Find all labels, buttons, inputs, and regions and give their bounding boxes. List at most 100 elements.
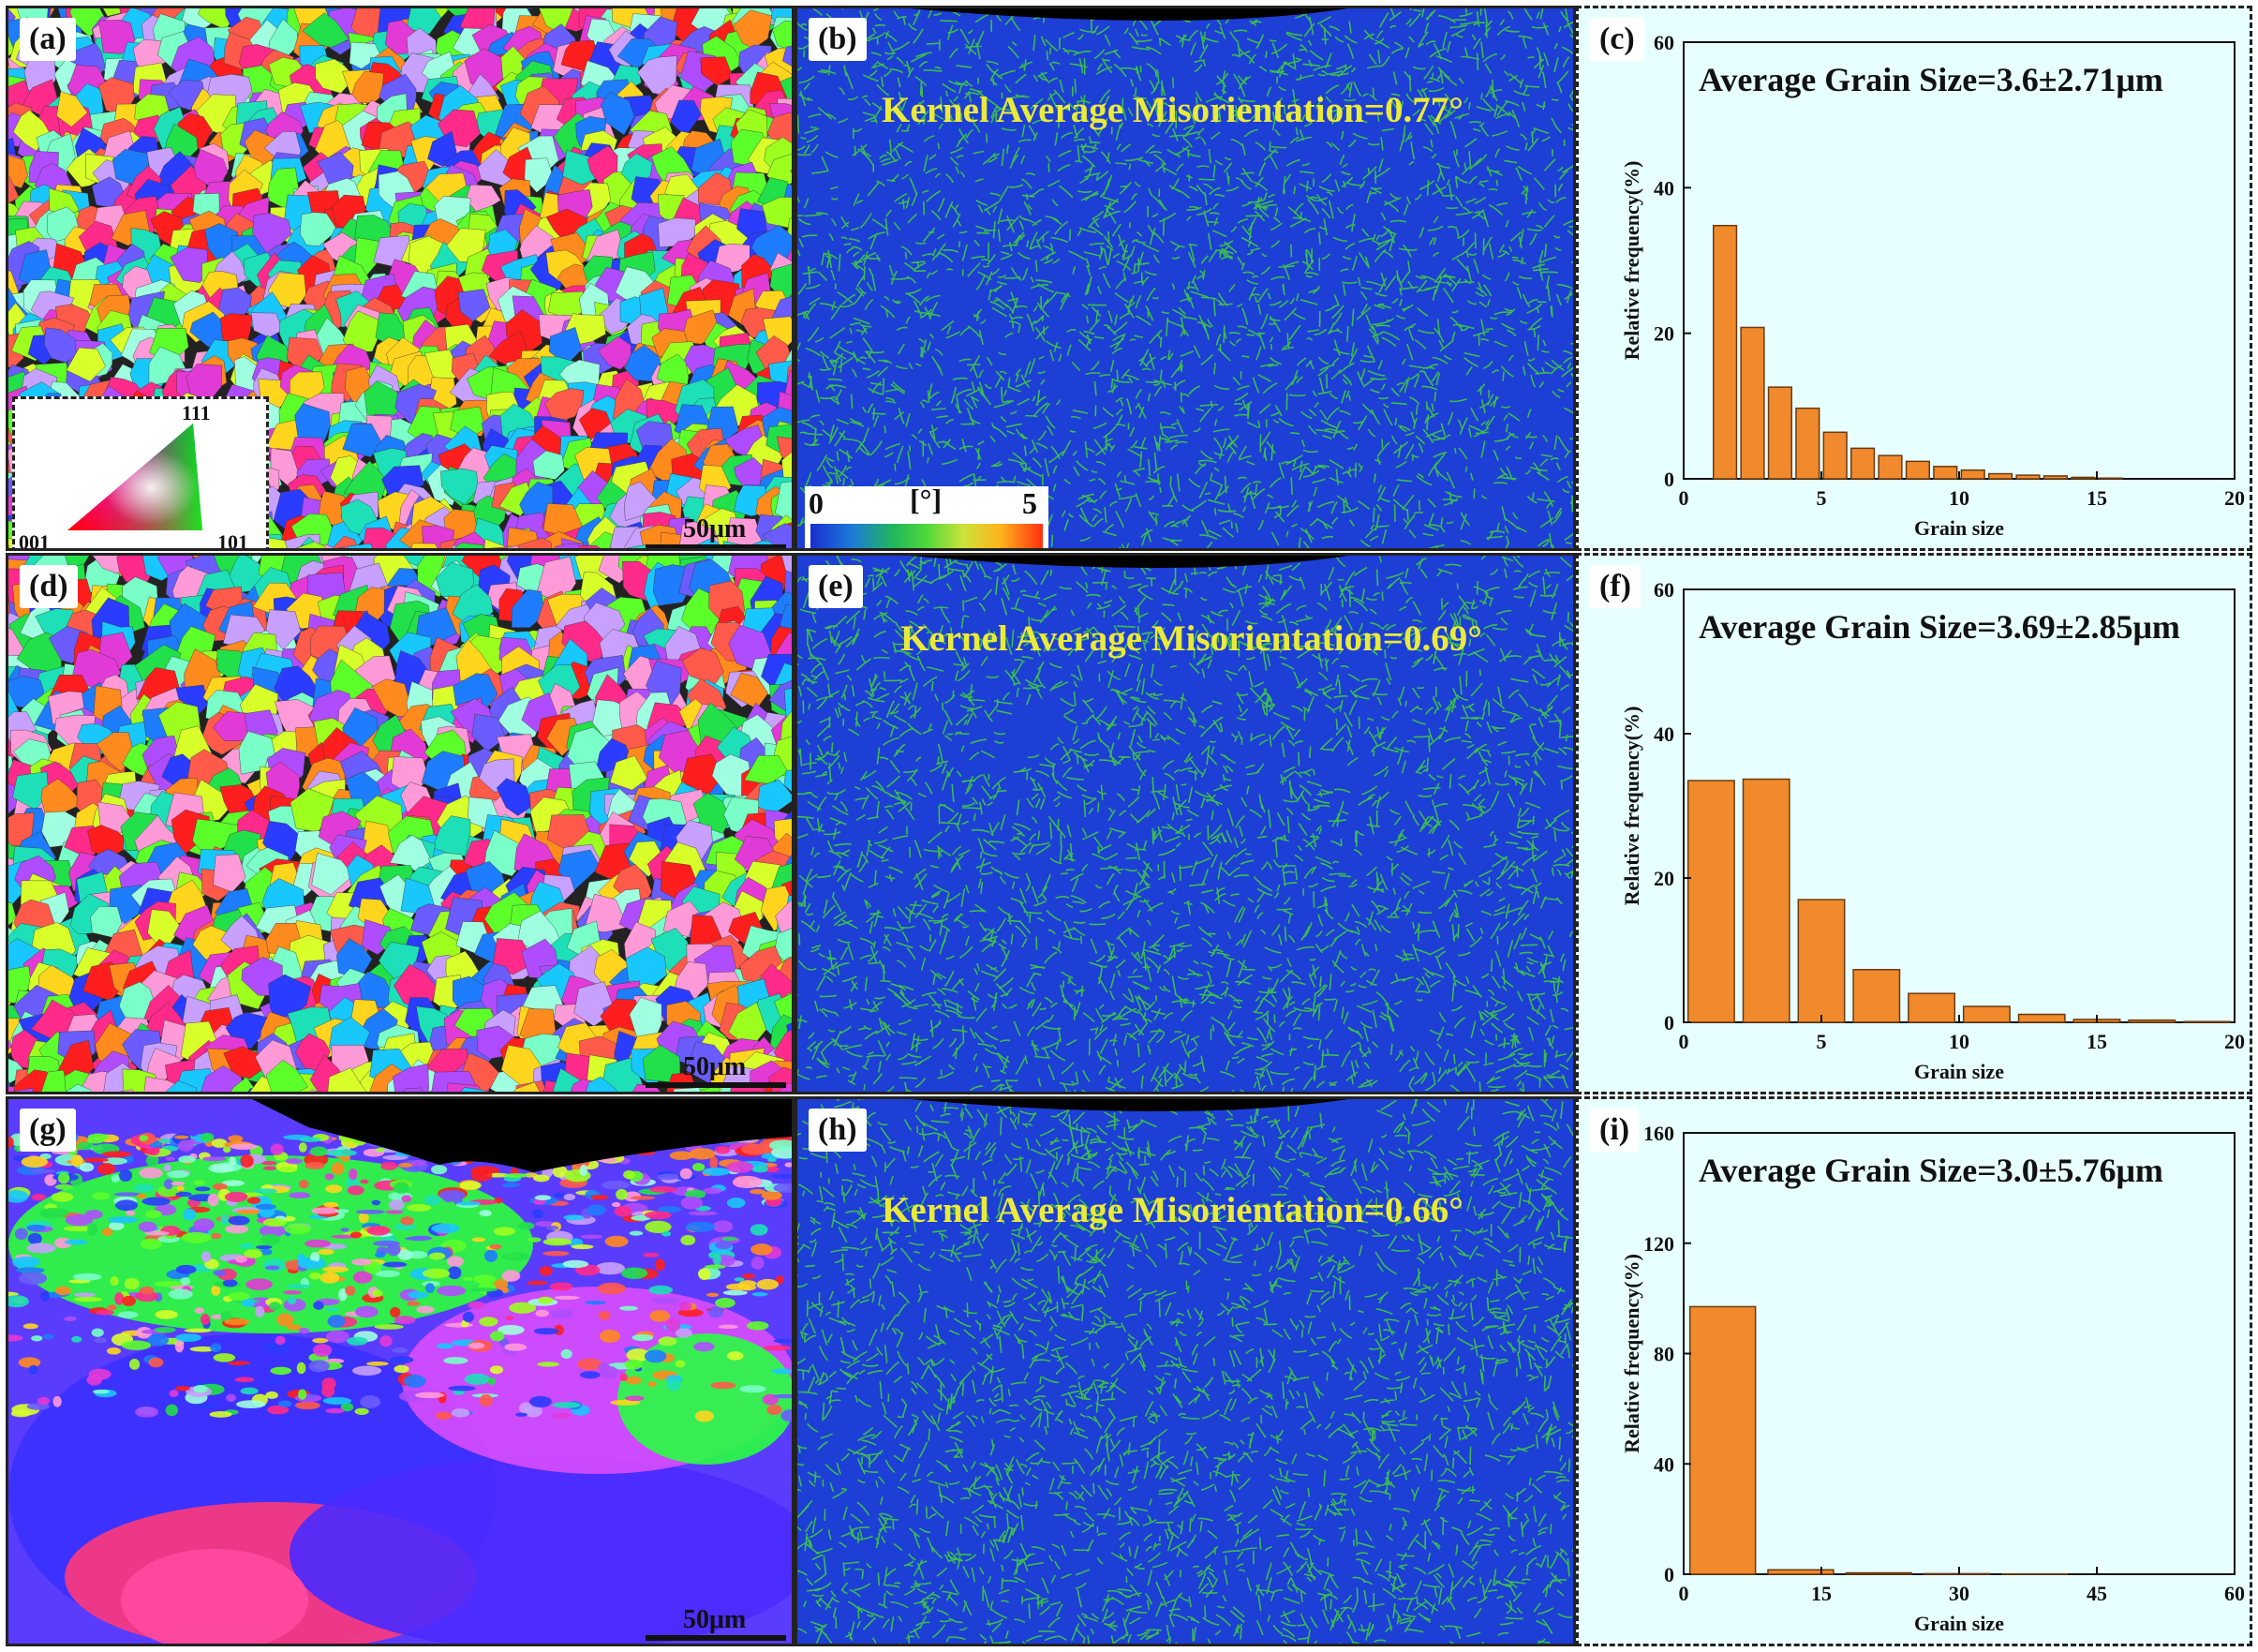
grain [337,546,345,548]
grain [118,1089,134,1092]
grain [709,1156,719,1169]
grain [267,1405,290,1415]
grain [73,1292,97,1298]
grain [712,1220,734,1233]
grain [468,1342,485,1349]
grain [267,1377,283,1386]
grain [302,12,349,48]
grain [342,310,382,352]
grain [56,91,88,127]
grain [500,1252,529,1261]
grain [26,1224,46,1231]
grain [224,1318,250,1326]
grain [616,1188,628,1200]
grain [560,1348,572,1360]
histogram-bar [1742,778,1790,1023]
grain [469,1287,498,1292]
grain [262,1166,277,1170]
grain [761,1190,782,1200]
grain [102,1157,127,1166]
plot-frame [1683,1132,2236,1575]
grain [453,542,484,548]
grain [124,1277,140,1290]
grain [211,1139,228,1148]
grain [722,1289,748,1296]
grain [285,1158,304,1165]
sample-edge [910,1099,1348,1111]
grain [145,1146,160,1156]
ipf-map-d [8,556,792,1092]
grain [650,1297,680,1304]
grain [8,1190,29,1203]
grain [189,1346,216,1352]
grain [721,1236,738,1242]
grain [117,1311,139,1318]
grain [414,1392,445,1399]
grain [246,1197,261,1204]
grain [79,1162,95,1172]
grain [113,1192,142,1197]
y-axis-label: Relative frequency(%) [1620,1254,1643,1453]
ipf-label-111: 111 [182,401,211,424]
grain [552,1402,581,1408]
histogram-bar [2128,1019,2176,1023]
grain [614,1205,632,1217]
grain [107,1304,117,1311]
y-tick-label: 80 [1654,1343,1674,1366]
grain [141,1197,171,1206]
grain [394,1316,416,1325]
scale-bar [646,544,786,548]
grain [789,169,792,173]
grain [684,1189,706,1199]
grain [563,1193,576,1201]
x-tick-label: 5 [1817,486,1827,510]
grain [144,1210,162,1219]
grain [734,1277,745,1282]
x-tick-label: 5 [1817,1030,1827,1053]
grain [244,1249,263,1258]
grain [619,1373,628,1382]
grain [108,1221,125,1230]
histogram-bar [1923,1572,1991,1575]
grain [347,1336,368,1346]
grain [360,1179,369,1184]
grain [40,1290,50,1302]
grain [762,197,792,229]
histogram-bar [1850,447,1876,480]
grain [513,1081,541,1092]
grain [347,543,374,548]
grain [416,1305,435,1314]
grain [750,1188,765,1195]
y-axis-label: Relative frequency(%) [1620,161,1643,361]
grain [678,1302,692,1312]
histogram-bar [1822,431,1848,480]
grain [342,423,383,458]
grain [769,263,792,303]
grain [657,1206,682,1213]
chart-title: Average Grain Size=3.6±2.71μm [1699,61,2163,98]
grain [145,1153,159,1168]
grain [322,1266,349,1273]
grain [308,1272,321,1280]
grain [501,1270,521,1282]
x-tick-label: 15 [2087,486,2107,510]
panel-label: (f) [1590,565,1641,608]
grain [675,1360,686,1368]
grain [125,1210,136,1216]
grain [224,1191,248,1202]
histogram-bar [1962,1005,2011,1023]
grain [175,1333,201,1343]
grain [121,1549,308,1644]
grain [223,1146,231,1153]
grain [66,1083,93,1092]
grain [298,1389,307,1400]
grain [375,1270,400,1277]
grain [726,1198,746,1209]
grain [11,1087,34,1092]
grain [325,1184,343,1194]
histogram-bar [1767,1569,1835,1575]
grain [335,1209,349,1213]
grain [28,1364,38,1376]
grain [234,1255,247,1263]
grain [26,1243,56,1254]
